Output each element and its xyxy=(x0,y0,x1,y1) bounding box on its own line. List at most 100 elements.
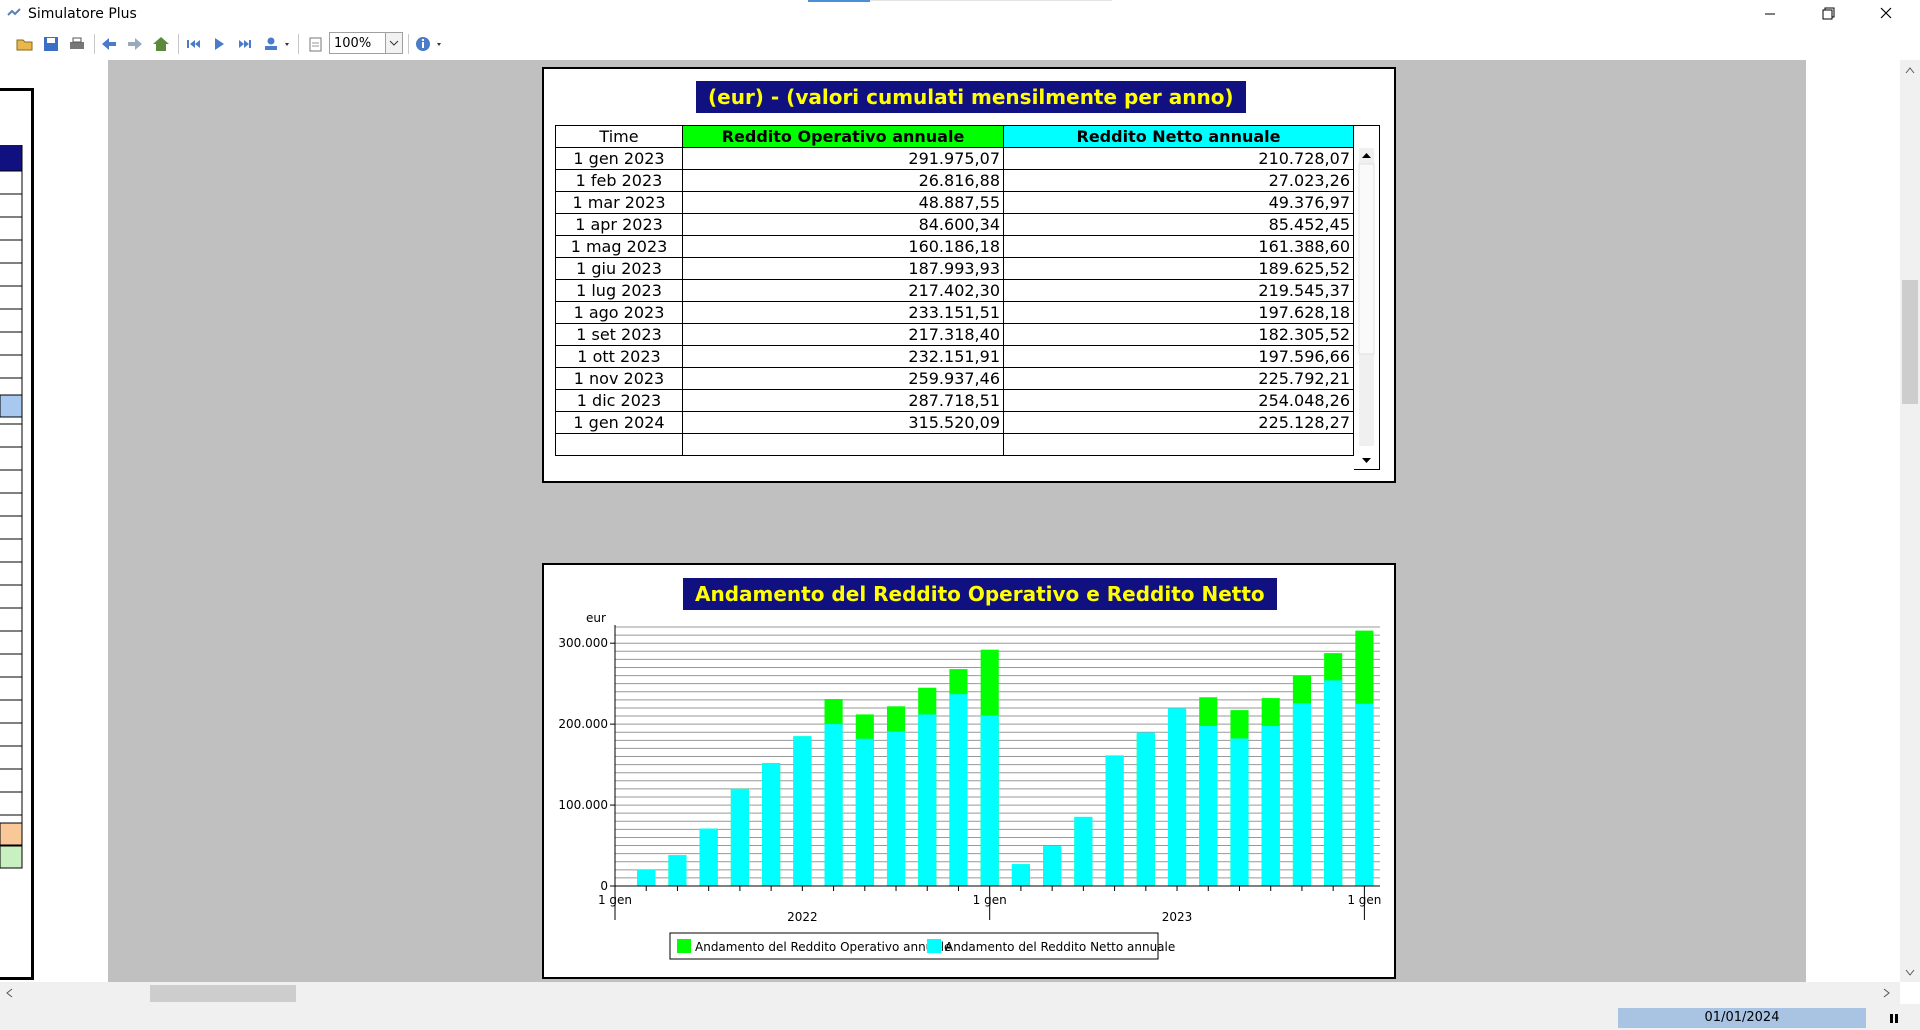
info-dropdown-button[interactable] xyxy=(412,33,446,55)
save-icon xyxy=(44,37,58,51)
bar-reddito-netto xyxy=(1167,708,1187,886)
cell-time: 1 ago 2023 xyxy=(555,301,683,324)
vertical-scroll-thumb[interactable] xyxy=(1902,280,1918,404)
table-row-empty xyxy=(555,433,1354,456)
stamp-icon xyxy=(265,37,289,50)
cell-reddito-netto: 197.596,66 xyxy=(1003,345,1354,368)
minimize-button[interactable] xyxy=(1742,0,1798,28)
y-tick-label: 100.000 xyxy=(558,798,608,812)
bar-reddito-netto xyxy=(824,724,843,886)
chevron-down-icon xyxy=(389,40,399,46)
skip-end-button[interactable] xyxy=(234,33,256,55)
vertical-scrollbar[interactable] xyxy=(1900,60,1920,982)
open-folder-icon xyxy=(16,39,33,51)
bar-reddito-netto xyxy=(949,694,968,886)
skip-start-button[interactable] xyxy=(182,33,204,55)
table-row: 1 set 2023 217.318,40 182.305,52 xyxy=(555,323,1354,346)
cell-time: 1 gen 2023 xyxy=(555,147,683,170)
bar-reddito-netto xyxy=(1261,726,1280,886)
x-tick-label: 1 gen xyxy=(1347,893,1381,907)
forward-button[interactable] xyxy=(124,33,146,55)
cell-reddito-operativo: 232.151,91 xyxy=(682,345,1004,368)
cell-empty xyxy=(1003,433,1354,456)
scroll-up-icon xyxy=(1362,153,1371,158)
table-row: 1 apr 2023 84.600,34 85.452,45 xyxy=(555,213,1354,236)
bar-reddito-netto xyxy=(1324,680,1343,886)
pause-button[interactable] xyxy=(1887,1010,1901,1024)
horizontal-scroll-thumb[interactable] xyxy=(150,985,296,1002)
table-row: 1 gen 2023 291.975,07 210.728,07 xyxy=(555,147,1354,170)
restore-icon xyxy=(1822,7,1835,20)
cell-reddito-netto: 210.728,07 xyxy=(1003,147,1354,170)
forward-arrow-icon xyxy=(128,38,142,50)
bar-reddito-netto xyxy=(1199,726,1218,886)
zoom-value: 100% xyxy=(334,36,372,51)
cell-reddito-operativo: 84.600,34 xyxy=(682,213,1004,236)
cell-time: 1 mar 2023 xyxy=(555,191,683,214)
bar-reddito-netto xyxy=(886,731,906,886)
skip-end-icon xyxy=(239,40,251,48)
status-bar xyxy=(0,1004,1920,1030)
cell-time: 1 apr 2023 xyxy=(555,213,683,236)
cell-time: 1 lug 2023 xyxy=(555,279,683,302)
save-button[interactable] xyxy=(40,33,62,55)
y-tick-label: 0 xyxy=(600,879,608,893)
window-title: Simulatore Plus xyxy=(28,6,137,22)
zoom-dropdown-button[interactable] xyxy=(385,33,402,53)
scroll-right-icon xyxy=(1883,988,1890,998)
cell-reddito-operativo: 48.887,55 xyxy=(682,191,1004,214)
print-button[interactable] xyxy=(66,33,88,55)
column-header-reddito-netto: Reddito Netto annuale xyxy=(1003,125,1354,148)
chart-axes xyxy=(610,625,1380,920)
title-bar: Simulatore Plus xyxy=(0,0,1920,28)
cell-reddito-netto: 225.792,21 xyxy=(1003,367,1354,390)
left-sheet-preview xyxy=(0,88,34,980)
table-scrollbar[interactable] xyxy=(1354,125,1380,470)
open-folder-button[interactable] xyxy=(14,33,36,55)
bar-reddito-netto xyxy=(980,715,999,886)
chart-title: Andamento del Reddito Operativo e Reddit… xyxy=(683,578,1277,610)
cell-reddito-operativo: 217.318,40 xyxy=(682,323,1004,346)
table-row: 1 ott 2023 232.151,91 197.596,66 xyxy=(555,345,1354,368)
cell-time: 1 feb 2023 xyxy=(555,169,683,192)
close-button[interactable] xyxy=(1858,0,1914,28)
cell-reddito-operativo: 287.718,51 xyxy=(682,389,1004,412)
table-title: (eur) - (valori cumulati mensilmente per… xyxy=(696,81,1246,113)
restore-button[interactable] xyxy=(1800,0,1856,28)
bar-reddito-netto xyxy=(1230,738,1249,886)
back-button[interactable] xyxy=(98,33,120,55)
play-button[interactable] xyxy=(208,33,230,55)
title-accent-line xyxy=(870,0,1112,1)
cell-empty xyxy=(682,433,1004,456)
cell-empty xyxy=(555,433,683,456)
cell-reddito-netto: 219.545,37 xyxy=(1003,279,1354,302)
stamp-dropdown-button[interactable] xyxy=(260,33,294,55)
table-row: 1 giu 2023 187.993,93 189.625,52 xyxy=(555,257,1354,280)
minimize-icon xyxy=(1765,13,1775,15)
bar-reddito-netto xyxy=(1074,816,1093,886)
cell-reddito-operativo: 315.520,09 xyxy=(682,411,1004,434)
scroll-up-icon xyxy=(1905,67,1915,74)
home-button[interactable] xyxy=(150,33,172,55)
bar-reddito-netto xyxy=(699,828,718,886)
bar-reddito-netto xyxy=(1136,732,1155,886)
close-icon xyxy=(1880,7,1892,19)
bar-reddito-netto xyxy=(668,855,687,886)
cell-reddito-netto: 189.625,52 xyxy=(1003,257,1354,280)
x-year-label: 2023 xyxy=(1162,910,1193,924)
legend-label-netto: Andamento del Reddito Netto annuale xyxy=(945,940,1175,954)
cell-time: 1 gen 2024 xyxy=(555,411,683,434)
cell-reddito-operativo: 160.186,18 xyxy=(682,235,1004,258)
toolbar-separator xyxy=(94,34,95,54)
bar-reddito-netto xyxy=(637,869,656,886)
cell-reddito-netto: 27.023,26 xyxy=(1003,169,1354,192)
table-row: 1 mar 2023 48.887,55 49.376,97 xyxy=(555,191,1354,214)
zoom-select[interactable]: 100% xyxy=(329,32,403,54)
horizontal-scrollbar[interactable] xyxy=(0,982,1900,1004)
legend-swatch-netto xyxy=(927,939,941,953)
bar-reddito-netto xyxy=(793,736,812,886)
chart-bars xyxy=(637,630,1374,886)
page-button[interactable] xyxy=(304,33,326,55)
table-row: 1 gen 2024 315.520,09 225.128,27 xyxy=(555,411,1354,434)
y-tick-label: 300.000 xyxy=(558,636,608,650)
